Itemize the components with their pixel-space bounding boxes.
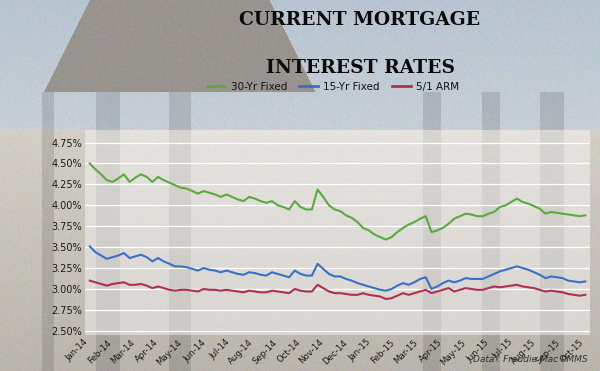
- Text: INTEREST RATES: INTEREST RATES: [265, 59, 455, 78]
- Text: CURRENT MORTGAGE: CURRENT MORTGAGE: [239, 11, 481, 29]
- Text: Data : Freddie Mac PMMS: Data : Freddie Mac PMMS: [473, 355, 588, 364]
- Legend: 30-Yr Fixed, 15-Yr Fixed, 5/1 ARM: 30-Yr Fixed, 15-Yr Fixed, 5/1 ARM: [202, 78, 464, 96]
